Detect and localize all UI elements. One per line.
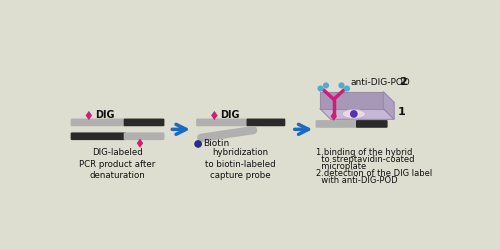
Text: DIG-labeled
PCR product after
denaturation: DIG-labeled PCR product after denaturati… bbox=[80, 148, 156, 180]
FancyBboxPatch shape bbox=[246, 118, 286, 126]
Polygon shape bbox=[320, 92, 384, 108]
Circle shape bbox=[318, 86, 324, 91]
Circle shape bbox=[194, 140, 202, 148]
Text: 1.binding of the hybrid: 1.binding of the hybrid bbox=[316, 148, 412, 157]
Circle shape bbox=[323, 82, 329, 88]
FancyBboxPatch shape bbox=[70, 132, 126, 140]
Circle shape bbox=[344, 86, 350, 91]
Text: microplate: microplate bbox=[316, 162, 366, 171]
Polygon shape bbox=[384, 92, 394, 119]
Polygon shape bbox=[320, 108, 394, 119]
Text: with anti-DIG-POD: with anti-DIG-POD bbox=[316, 176, 398, 184]
Text: hybridization
to biotin-labeled
capture probe: hybridization to biotin-labeled capture … bbox=[206, 148, 276, 180]
Polygon shape bbox=[211, 111, 218, 120]
Text: 2.detection of the DIG label: 2.detection of the DIG label bbox=[316, 168, 432, 177]
Text: 2: 2 bbox=[399, 77, 406, 87]
Text: DIG: DIG bbox=[220, 110, 240, 120]
Circle shape bbox=[350, 110, 358, 118]
FancyBboxPatch shape bbox=[70, 118, 126, 126]
Text: Biotin: Biotin bbox=[204, 140, 230, 148]
Text: to streptavidin-coated: to streptavidin-coated bbox=[316, 155, 414, 164]
Ellipse shape bbox=[342, 109, 365, 118]
FancyBboxPatch shape bbox=[196, 118, 249, 126]
Text: anti-DIG-POD: anti-DIG-POD bbox=[351, 78, 410, 87]
Polygon shape bbox=[136, 138, 143, 148]
FancyBboxPatch shape bbox=[124, 132, 164, 140]
Circle shape bbox=[338, 82, 344, 88]
Text: 1: 1 bbox=[398, 108, 406, 118]
Polygon shape bbox=[86, 111, 92, 120]
Polygon shape bbox=[350, 119, 358, 127]
FancyBboxPatch shape bbox=[124, 118, 164, 126]
Text: DIG: DIG bbox=[95, 110, 114, 120]
FancyBboxPatch shape bbox=[356, 120, 388, 128]
FancyBboxPatch shape bbox=[316, 120, 358, 128]
Polygon shape bbox=[330, 112, 337, 121]
